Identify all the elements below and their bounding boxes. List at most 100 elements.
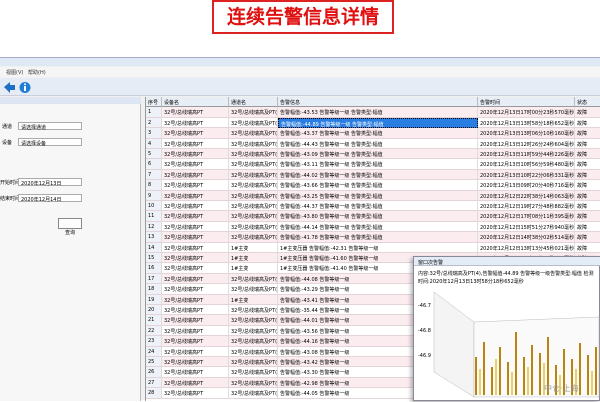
table-cell[interactable]: 32号/总线瑞高及PT(4) xyxy=(229,201,278,212)
table-cell[interactable]: 32号/总线瑞高PT xyxy=(162,377,229,389)
table-cell[interactable]: 32号/总线瑞高及PT(4) xyxy=(229,138,278,149)
table-cell[interactable]: 32号/总线瑞高PT xyxy=(162,190,229,201)
row-number[interactable]: 26 xyxy=(146,367,162,378)
table-cell[interactable]: 32号/总线瑞高PT xyxy=(162,357,229,368)
table-cell[interactable]: 故障 xyxy=(575,180,600,191)
table-cell[interactable]: 32号/总线瑞高PT xyxy=(162,221,229,233)
table-cell[interactable]: 32号/总线瑞高PT xyxy=(162,294,229,305)
table-cell[interactable]: 32号/总线瑞高及PT(4) xyxy=(229,305,278,316)
table-cell[interactable]: 2020年12月13日13时06分10秒160毫秒 xyxy=(478,128,575,139)
table-cell[interactable]: 2020年12月13日10时56分59秒480毫秒 xyxy=(478,159,575,170)
start-date[interactable]: 2020年12月13日 xyxy=(18,178,82,187)
table-cell[interactable]: 32号/总线瑞高及PT(4) xyxy=(229,273,278,285)
table-cell[interactable]: 故障 xyxy=(575,169,600,181)
table-cell[interactable]: 故障 xyxy=(575,107,600,118)
table-cell[interactable]: 32号/总线瑞高PT xyxy=(162,346,229,357)
end-date[interactable]: 2020年12月14日 xyxy=(18,194,82,203)
menu-item[interactable]: 视图(V) xyxy=(6,70,24,76)
row-number[interactable]: 6 xyxy=(146,159,162,170)
table-cell[interactable]: 32号/总线瑞高PT xyxy=(162,232,229,243)
channel-select[interactable]: 请选择通道 xyxy=(18,122,82,131)
row-number[interactable]: 28 xyxy=(146,388,162,399)
row-number[interactable]: 4 xyxy=(146,138,162,149)
table-cell[interactable]: 故障 xyxy=(575,138,600,149)
table-cell[interactable]: 告警幅值:-44.37 告警等级一级 告警类型:幅值 xyxy=(278,201,478,212)
table-cell[interactable]: 2020年12月12日22时38分14秒063毫秒 xyxy=(478,190,575,201)
table-cell[interactable]: 2020年12月13日12时26分24秒604毫秒 xyxy=(478,138,575,149)
table-cell[interactable]: 32号/总线瑞高及PT(4) xyxy=(229,117,278,129)
table-cell[interactable]: 故障 xyxy=(575,190,600,201)
row-number[interactable]: 11 xyxy=(146,211,162,222)
table-cell[interactable]: 32号/总线瑞高及PT(4) xyxy=(229,107,278,118)
table-cell[interactable]: 32号/总线瑞高PT xyxy=(162,388,229,399)
row-number[interactable]: 8 xyxy=(146,180,162,191)
table-cell[interactable]: 告警幅值:-44.89 告警等级一级 告警类型:幅值 xyxy=(278,117,478,129)
table-cell[interactable]: 32号/总线瑞高及PT(4) xyxy=(229,346,278,357)
table-cell[interactable]: 32号/总线瑞高PT xyxy=(162,107,229,118)
table-cell[interactable]: 1#主变 xyxy=(229,263,278,274)
table-cell[interactable]: 故障 xyxy=(575,128,600,139)
table-cell[interactable]: 2020年12月13日10时22分06秒331毫秒 xyxy=(478,169,575,181)
table-cell[interactable]: 32号/总线瑞高PT xyxy=(162,253,229,264)
table-cell[interactable]: 故障 xyxy=(575,159,600,170)
table-cell[interactable]: 告警幅值:-41.78 告警等级一级 告警类型:幅值 xyxy=(278,232,478,243)
table-cell[interactable]: 故障 xyxy=(575,201,600,212)
row-number[interactable]: 24 xyxy=(146,346,162,357)
table-cell[interactable]: 32号/总线瑞高PT xyxy=(162,305,229,316)
table-cell[interactable]: 32号/总线瑞高及PT(4) xyxy=(229,159,278,170)
table-cell[interactable]: 告警幅值:-44.02 告警等级一级 告警类型:幅值 xyxy=(278,169,478,181)
row-number[interactable]: 9 xyxy=(146,190,162,201)
row-number[interactable]: 23 xyxy=(146,336,162,347)
table-cell[interactable]: 32号/总线瑞高及PT(4) xyxy=(229,336,278,347)
table-cell[interactable]: 32号/总线瑞高及PT(4) xyxy=(229,377,278,389)
row-number[interactable]: 18 xyxy=(146,284,162,295)
table-cell[interactable]: 32号/总线瑞高PT xyxy=(162,325,229,337)
device-select[interactable]: 请选择设备 xyxy=(18,138,82,147)
table-cell[interactable]: 32号/总线瑞高及PT(4) xyxy=(229,315,278,326)
table-cell[interactable]: 2020年12月13日11时59分44秒226毫秒 xyxy=(478,149,575,160)
table-cell[interactable]: 32号/总线瑞高及PT(4) xyxy=(229,180,278,191)
table-cell[interactable]: 32号/总线瑞高PT xyxy=(162,159,229,170)
table-cell[interactable]: 故障 xyxy=(575,242,600,253)
table-cell[interactable]: 告警幅值:-44.14 告警等级一级 告警类型:幅值 xyxy=(278,221,478,233)
row-number[interactable]: 14 xyxy=(146,242,162,253)
table-cell[interactable]: 32号/总线瑞高及PT(4) xyxy=(229,169,278,181)
table-cell[interactable]: 32号/总线瑞高及PT(4) xyxy=(229,149,278,160)
row-number[interactable]: 7 xyxy=(146,169,162,181)
toolbar-icons[interactable] xyxy=(3,81,33,94)
row-number[interactable]: 16 xyxy=(146,263,162,274)
row-number[interactable]: 3 xyxy=(146,128,162,139)
table-cell[interactable]: 2020年12月12日15时51分27秒940毫秒 xyxy=(478,221,575,233)
menu-item[interactable]: 帮助(H) xyxy=(28,70,46,76)
table-cell[interactable]: 32号/总线瑞高及PT(4) xyxy=(229,388,278,399)
row-number[interactable]: 22 xyxy=(146,325,162,337)
table-cell[interactable]: 告警幅值:-43.80 告警等级一级 告警类型:幅值 xyxy=(278,211,478,222)
query-button[interactable]: 查询 xyxy=(58,218,82,236)
row-number[interactable]: 13 xyxy=(146,232,162,243)
table-cell[interactable]: 32号/总线瑞高PT xyxy=(162,242,229,253)
row-number[interactable]: 21 xyxy=(146,315,162,326)
table-cell[interactable]: 32号/总线瑞高PT xyxy=(162,201,229,212)
table-cell[interactable]: 32号/总线瑞高及PT(4) xyxy=(229,221,278,233)
table-cell[interactable]: 故障 xyxy=(575,221,600,233)
table-cell[interactable]: 32号/总线瑞高及PT(4) xyxy=(229,284,278,295)
row-number[interactable]: 10 xyxy=(146,201,162,212)
table-cell[interactable]: 2020年12月13日13时58分18秒652毫秒 xyxy=(478,117,575,129)
table-cell[interactable]: 告警幅值:-44.43 告警等级一级 告警类型:幅值 xyxy=(278,138,478,149)
table-cell[interactable]: 32号/总线瑞高PT xyxy=(162,367,229,378)
table-cell[interactable]: 告警幅值:-43.25 告警等级一级 告警类型:幅值 xyxy=(278,190,478,201)
table-cell[interactable]: 故障 xyxy=(575,232,600,243)
table-cell[interactable]: 告警幅值:-43.09 告警等级一级 告警类型:幅值 xyxy=(278,149,478,160)
table-cell[interactable]: 32号/总线瑞高及PT(4) xyxy=(229,190,278,201)
table-cell[interactable]: 2020年12月12日19时27分48秒882毫秒 xyxy=(478,201,575,212)
table-cell[interactable]: 32号/总线瑞高PT xyxy=(162,336,229,347)
table-cell[interactable]: 1#主变 xyxy=(229,294,278,305)
table-cell[interactable]: 2020年12月12日13时13分45秒021毫秒 xyxy=(478,242,575,253)
table-cell[interactable]: 32号/总线瑞高及PT(4) xyxy=(229,211,278,222)
row-number[interactable]: 1 xyxy=(146,107,162,118)
table-cell[interactable]: 2020年12月13日17时00分23秒570毫秒 xyxy=(478,107,575,118)
table-cell[interactable]: 32号/总线瑞高及PT(4) xyxy=(229,357,278,368)
row-number[interactable]: 2 xyxy=(146,117,162,129)
table-cell[interactable]: 32号/总线瑞高及PT(4) xyxy=(229,128,278,139)
table-cell[interactable]: 告警幅值:-43.66 告警等级一级 告警类型:幅值 xyxy=(278,180,478,191)
